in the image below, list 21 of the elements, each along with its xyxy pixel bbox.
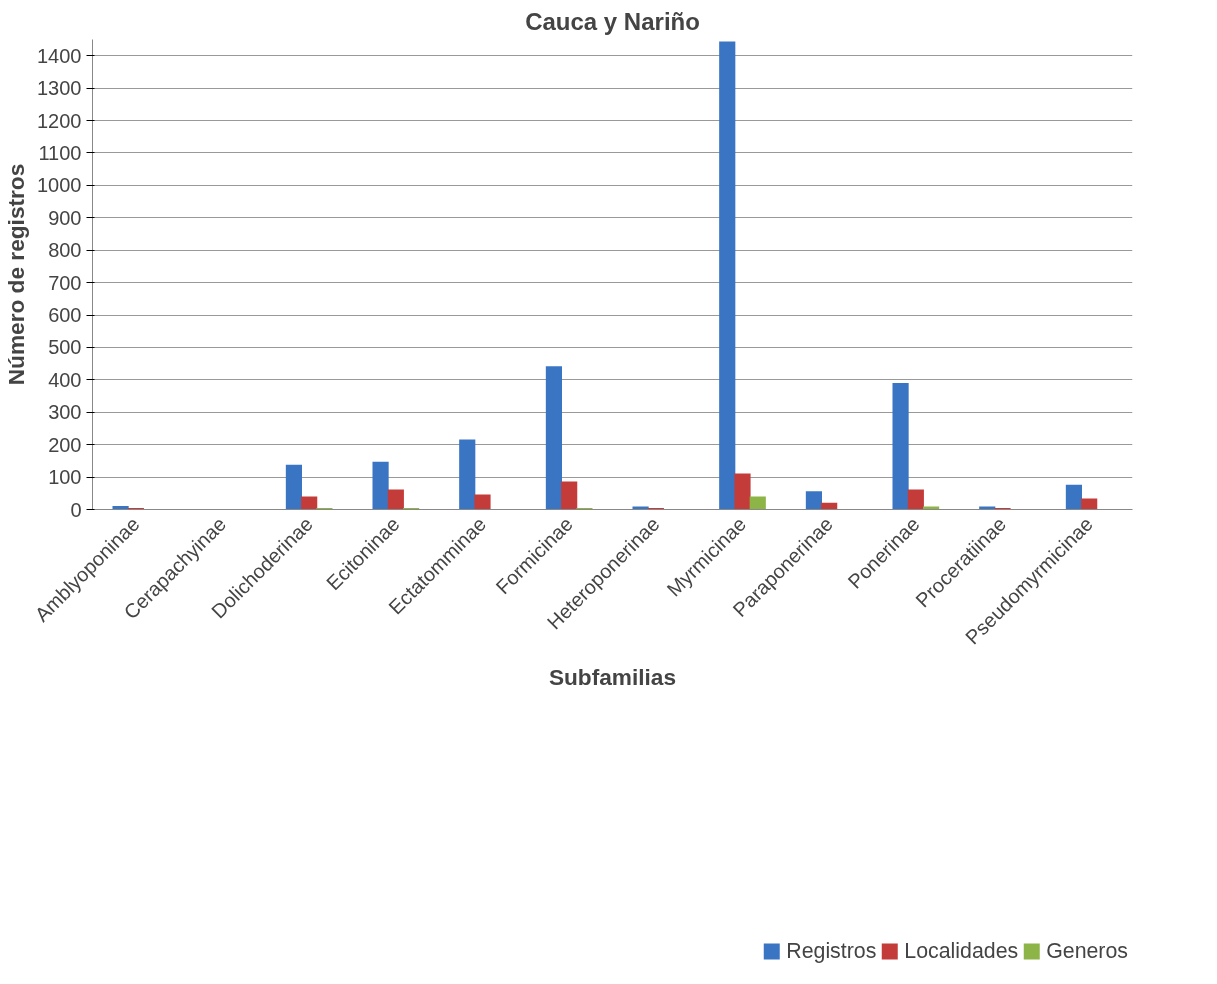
y-tick-label: 800 [48,239,82,262]
y-tick-label: 700 [48,271,82,294]
y-axis-title: Número de registros [3,163,30,386]
x-axis-title: Subfamilias [548,664,677,691]
y-tick-label: 1000 [37,174,82,197]
y-tick-label: 200 [48,433,82,456]
y-tick-label: 600 [48,304,82,327]
chart-title: Cauca y Nariño [525,7,700,35]
y-tick-label: 400 [48,368,82,391]
y-tick-label: 1100 [38,141,82,164]
y-tick-label: 100 [48,466,82,489]
y-tick-label: 500 [48,336,82,359]
legend-label: Generos [1046,938,1128,964]
y-tick-label: 0 [70,498,82,521]
y-tick-label: 900 [48,206,82,229]
y-tick-label: 300 [48,401,82,424]
y-tick-label: 1200 [37,109,82,132]
y-tick-label: 1300 [37,77,82,100]
legend-label: Registros [786,938,877,964]
y-tick-label: 1400 [37,44,82,67]
legend-label: Localidades [904,938,1019,964]
